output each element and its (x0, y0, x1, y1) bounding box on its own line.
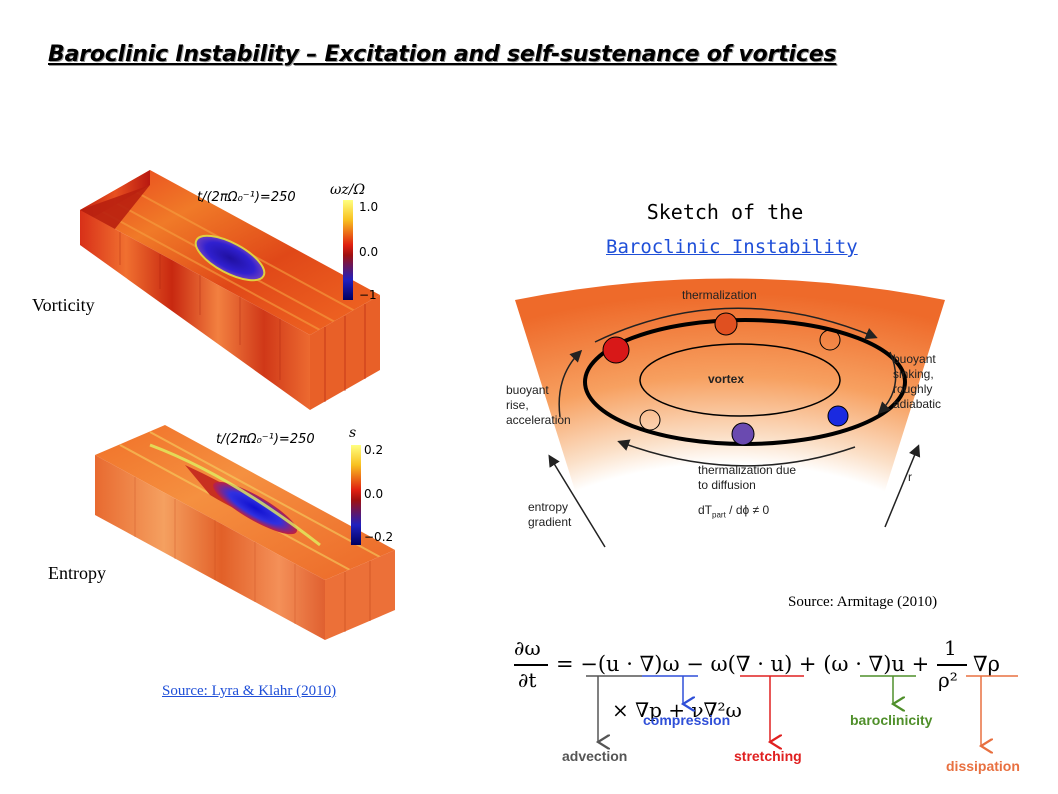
equation-frac-numerator: 1 (944, 636, 957, 660)
equation-lhs-numerator: ∂ω (514, 636, 541, 660)
equation-rhs: = −(u · ∇)ω − ω(∇ · u) + (ω · ∇)u + (556, 652, 930, 676)
equation-lhs-denominator: ∂t (518, 668, 537, 692)
entropy-label: Entropy (48, 563, 106, 583)
vorticity-box-image (80, 170, 380, 410)
slide-title: Baroclinic Instability – Excitation and … (48, 42, 837, 67)
entropy-panel (90, 420, 400, 650)
baroclinic-sketch-diagram (515, 278, 945, 570)
sketch-buoyant-sinking: buoyant sinking, roughly adiabatic (893, 352, 942, 411)
sketch-heading: Sketch of the (646, 200, 804, 224)
sketch-gradient-equation: dTpart / dϕ ≠ 0 (698, 503, 770, 520)
sketch-vortex: vortex (708, 372, 745, 386)
equation-frac-denominator: ρ² (938, 668, 958, 692)
entropy-colorbar-label: s (349, 425, 357, 441)
baroclinic-sketch (500, 272, 960, 572)
vorticity-colorbar-label: ωz/Ω (330, 182, 366, 198)
baroclinic-instability-link[interactable]: Baroclinic Instability (606, 236, 858, 258)
sketch-r-label: r (908, 470, 912, 484)
source-lyra-klahr-link[interactable]: Source: Lyra & Klahr (2010) (162, 683, 337, 699)
equation-grad-rho: ∇ρ (973, 652, 1001, 676)
entropy-box-image (95, 425, 395, 640)
vorticity-tick-top: 1.0 (359, 200, 379, 214)
entropy-time-label: t/(2πΩ₀⁻¹)=250 (216, 432, 315, 447)
equation-second-line: × ∇p + ν∇²ω (612, 698, 742, 722)
entropy-colorbar (351, 445, 361, 545)
term-baroclinicity: baroclinicity (850, 712, 933, 728)
vorticity-colorbar (343, 200, 353, 300)
equation-fraction-bar (514, 664, 548, 666)
source-armitage: Source: Armitage (2010) (788, 594, 938, 610)
sketch-thermalization-diffusion: thermalization due to diffusion (698, 463, 797, 492)
sketch-thermalization: thermalization (682, 288, 757, 302)
term-stretching: stretching (734, 748, 802, 764)
vorticity-time-label: t/(2πΩ₀⁻¹)=250 (197, 190, 296, 205)
sketch-entropy-gradient: entropy gradient (528, 500, 572, 529)
entropy-tick-top: 0.2 (364, 443, 384, 457)
term-compression: compression (643, 712, 731, 728)
term-advection: advection (562, 748, 628, 764)
vorticity-tick-bottom: −1 (359, 288, 377, 302)
vorticity-label: Vorticity (32, 295, 95, 315)
vorticity-tick-mid: 0.0 (359, 245, 379, 259)
sketch-buoyant-rise: buoyant rise, acceleration (506, 383, 571, 427)
entropy-tick-bottom: −0.2 (364, 530, 394, 544)
term-dissipation: dissipation (946, 758, 1020, 774)
entropy-tick-mid: 0.0 (364, 487, 384, 501)
vorticity-panel (70, 165, 390, 425)
equation-frac-bar (937, 664, 967, 666)
